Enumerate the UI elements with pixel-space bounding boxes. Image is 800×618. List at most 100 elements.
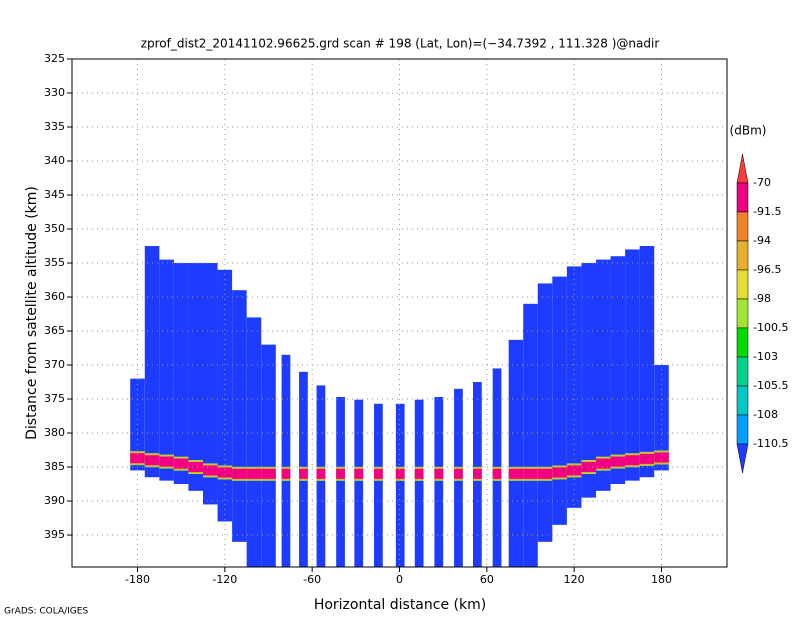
echo-column xyxy=(374,403,383,567)
plot-frame xyxy=(71,58,728,568)
colorbar-label: -108 xyxy=(753,408,778,421)
colorbar-title: (dBm) xyxy=(730,124,767,138)
bright-band xyxy=(625,455,640,466)
colorbar-label: -70 xyxy=(753,176,771,189)
bright-band xyxy=(552,467,567,478)
echo-column xyxy=(610,256,626,485)
bright-band xyxy=(492,468,502,479)
bright-band xyxy=(336,468,345,479)
echo-column xyxy=(203,263,218,505)
echo-column xyxy=(144,246,160,478)
colorbar-label: -91.5 xyxy=(753,205,781,218)
echo-column xyxy=(336,396,345,567)
bright-band xyxy=(434,468,444,479)
colorbar-box xyxy=(736,356,749,387)
bright-band xyxy=(173,458,189,469)
bright-band xyxy=(316,468,326,479)
y-tick-label: 350 xyxy=(44,222,65,235)
colorbar-label: -103 xyxy=(753,350,778,363)
bright-band xyxy=(354,468,364,479)
echo-column xyxy=(434,396,444,567)
echo-column xyxy=(232,290,247,542)
y-tick-label: 340 xyxy=(44,154,65,167)
bright-band xyxy=(414,468,424,479)
bright-band xyxy=(537,468,553,479)
bright-band xyxy=(654,452,669,463)
echo-column xyxy=(639,246,655,478)
bright-band xyxy=(232,468,247,479)
echo-column xyxy=(246,317,262,567)
colorbar-label: -94 xyxy=(753,234,771,247)
bright-band xyxy=(281,468,291,479)
echo-column xyxy=(596,259,611,491)
y-tick-label: 375 xyxy=(44,392,65,405)
y-tick-label: 345 xyxy=(44,188,65,201)
colorbar-label: -98 xyxy=(753,292,771,305)
echo-column xyxy=(281,354,291,567)
y-tick-label: 330 xyxy=(44,86,65,99)
bright-band xyxy=(188,462,203,473)
colorbar-box xyxy=(736,385,749,416)
bright-band xyxy=(246,468,262,479)
bright-band xyxy=(144,455,160,466)
y-tick-label: 380 xyxy=(44,426,65,439)
x-tick-label: 180 xyxy=(651,573,672,586)
echo-column xyxy=(654,365,669,471)
y-tick-label: 370 xyxy=(44,358,65,371)
echo-column xyxy=(173,263,189,485)
colorbar-box xyxy=(736,269,749,300)
bright-band xyxy=(610,456,626,467)
bright-band xyxy=(566,465,582,476)
colorbar-box xyxy=(736,298,749,329)
colorbar-box xyxy=(736,327,749,358)
echo-column xyxy=(508,339,524,567)
bright-band xyxy=(203,465,218,476)
bright-band xyxy=(596,458,611,469)
y-tick-label: 395 xyxy=(44,528,65,541)
echo-column xyxy=(188,263,203,491)
bright-band xyxy=(130,453,145,464)
y-tick-label: 335 xyxy=(44,120,65,133)
colorbar-box xyxy=(736,182,749,213)
echo-column xyxy=(581,263,596,498)
x-tick-label: 60 xyxy=(480,573,494,586)
echo-column xyxy=(354,399,364,567)
x-tick-label: 0 xyxy=(396,573,403,586)
x-axis-label: Horizontal distance (km) xyxy=(314,597,486,613)
bright-band xyxy=(639,453,655,464)
echo-column xyxy=(217,269,233,522)
colorbar-box xyxy=(736,211,749,242)
y-tick-label: 390 xyxy=(44,494,65,507)
x-tick-label: 120 xyxy=(564,573,585,586)
bright-band xyxy=(299,468,308,479)
bright-band xyxy=(473,468,482,479)
bright-band xyxy=(217,467,233,478)
colorbar-label: -96.5 xyxy=(753,263,781,276)
bright-band xyxy=(159,456,174,467)
x-tick-label: -60 xyxy=(303,573,321,586)
colorbar-label: -100.5 xyxy=(753,321,788,334)
echo-column xyxy=(523,303,538,567)
y-tick-label: 360 xyxy=(44,290,65,303)
bright-band xyxy=(508,468,524,479)
echo-column xyxy=(537,283,553,542)
echo-column xyxy=(566,266,582,508)
x-tick-label: -120 xyxy=(212,573,237,586)
colorbar-label: -105.5 xyxy=(753,379,788,392)
bright-band xyxy=(454,468,463,479)
x-tick-label: -180 xyxy=(125,573,150,586)
echo-column xyxy=(159,259,174,481)
bright-band xyxy=(523,468,538,479)
bright-band xyxy=(261,468,276,479)
y-tick-label: 385 xyxy=(44,460,65,473)
y-tick-label: 325 xyxy=(44,52,65,65)
footer: GrADS: COLA/IGES xyxy=(4,607,88,617)
echo-column xyxy=(414,399,424,567)
echo-column xyxy=(261,344,276,567)
chart-title: zprof_dist2_20141102.96625.grd scan # 19… xyxy=(141,37,660,51)
bright-band xyxy=(395,468,405,479)
y-tick-label: 355 xyxy=(44,256,65,269)
colorbar-tip xyxy=(736,153,749,184)
bright-band xyxy=(581,462,596,473)
